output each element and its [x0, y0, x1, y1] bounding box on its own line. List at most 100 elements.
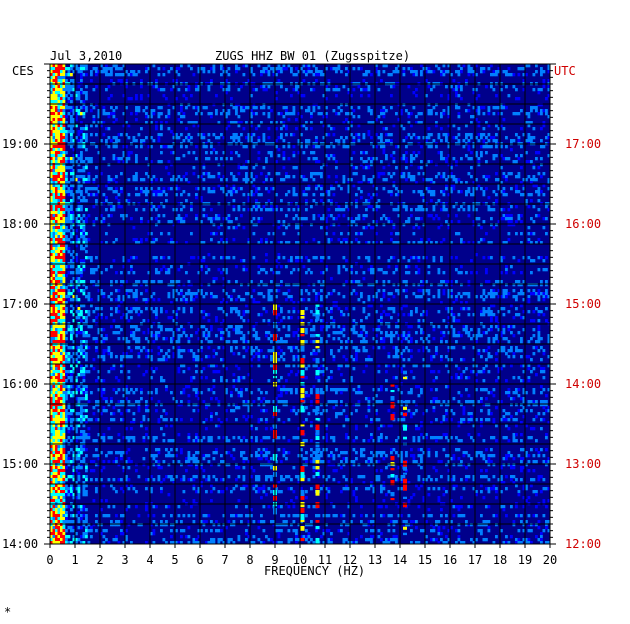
spectrogram-cell [385, 133, 388, 137]
spectrogram-cell [155, 190, 158, 194]
spectrogram-cell [307, 109, 311, 113]
spectrogram-cell [130, 355, 133, 359]
spectrogram-cell [542, 298, 546, 302]
spectrogram-cell [145, 115, 148, 119]
spectrogram-cell [172, 352, 176, 356]
spectrogram-cell [280, 340, 283, 344]
spectrogram-cell [450, 292, 453, 296]
spectrogram-cell [397, 241, 401, 245]
spectrogram-cell [507, 172, 511, 176]
spectrogram-cell [237, 121, 241, 125]
spectrogram-cell [292, 88, 296, 92]
spectrogram-cell [487, 133, 491, 137]
spectrogram-cell [290, 112, 293, 116]
spectrogram-cell [80, 121, 83, 125]
spectrogram-cell [435, 112, 438, 116]
spectrogram-cell [232, 226, 236, 230]
spectrogram-cell [57, 337, 61, 341]
spectrogram-cell [477, 352, 481, 356]
spectrogram-cell [352, 67, 356, 71]
spectrogram-cell [415, 307, 418, 311]
spectrogram-cell [540, 358, 543, 362]
spectrogram-cell [362, 310, 366, 314]
spectrogram-cell [115, 157, 118, 161]
spectrogram-cell [435, 121, 438, 125]
spectrogram-cell [97, 298, 101, 302]
spectrogram-cell [540, 241, 543, 245]
spectrogram-cell [82, 181, 86, 185]
spectrogram-cell [77, 175, 81, 179]
spectrogram-cell [215, 316, 218, 320]
spectrogram-cell [327, 124, 331, 128]
spectrogram-cell [467, 208, 471, 212]
spectrogram-cell [422, 67, 426, 71]
spectrogram-cell [427, 190, 431, 194]
spectrogram-cell [167, 115, 171, 119]
spectrogram-cell [315, 292, 318, 296]
spectrogram-cell [150, 115, 153, 119]
spectrogram-cell [57, 106, 61, 110]
spectrogram-cell [367, 94, 371, 98]
spectrogram-cell [355, 352, 358, 356]
spectrogram-cell [485, 136, 488, 140]
spectrogram-cell [255, 223, 258, 227]
spectrogram-cell [82, 160, 86, 164]
spectrogram-cell [217, 136, 221, 140]
spectrogram-cell [432, 139, 436, 143]
spectrogram-cell [195, 88, 198, 92]
spectrogram-cell [535, 64, 538, 68]
spectrogram-cell [112, 154, 116, 158]
spectrogram-cell [140, 94, 143, 98]
spectrogram-cell [60, 157, 63, 161]
spectrogram-cell [372, 295, 376, 299]
spectrogram-cell [277, 253, 281, 257]
spectrogram-cell [510, 148, 513, 152]
spectrogram-cell [532, 178, 536, 182]
spectrogram-cell [407, 349, 411, 353]
spectrogram-cell [430, 241, 433, 245]
spectrogram-cell [505, 106, 508, 110]
spectrogram-cell [122, 259, 126, 263]
spectrogram-cell [147, 163, 151, 167]
spectrogram-cell [467, 157, 471, 161]
spectrogram-cell [95, 124, 98, 128]
spectrogram-cell [457, 178, 461, 182]
spectrogram-cell [237, 325, 241, 329]
spectrogram-cell [185, 214, 188, 218]
spectrogram-cell [500, 154, 503, 158]
spectrogram-cell [292, 154, 296, 158]
spectrogram-cell [172, 310, 176, 314]
date-label: Jul 3,2010 [50, 49, 122, 63]
spectrogram-cell [492, 136, 496, 140]
spectrogram-cell [310, 121, 313, 125]
spectrogram-cell [527, 193, 531, 197]
spectrogram-cell [432, 190, 436, 194]
spectrogram-cell [460, 181, 463, 185]
spectrogram-cell [202, 67, 206, 71]
spectrogram-cell [527, 64, 531, 68]
spectrogram-cell [277, 136, 281, 140]
spectrogram-cell [492, 73, 496, 77]
spectrogram-cell [55, 256, 58, 260]
spectrogram-cell [202, 331, 206, 335]
spectrogram-cell [162, 73, 166, 77]
spectrogram-cell [232, 238, 236, 242]
spectrogram-cell [505, 175, 508, 179]
spectrogram-cell [87, 310, 91, 314]
spectrogram-cell [160, 178, 163, 182]
spectrogram-cell [260, 313, 263, 317]
spectrogram-cell [80, 232, 83, 236]
spectrogram-cell [537, 298, 541, 302]
spectrogram-cell [55, 337, 58, 341]
spectrogram-cell [177, 328, 181, 332]
spectrogram-cell [72, 193, 76, 197]
spectrogram-cell [190, 310, 193, 314]
spectrogram-cell [310, 88, 313, 92]
spectrogram-cell [115, 331, 118, 335]
spectrogram-cell [135, 280, 138, 284]
spectrogram-cell [372, 208, 376, 212]
spectrogram-cell [352, 307, 356, 311]
spectrogram-cell [335, 85, 338, 89]
spectrogram-cell [295, 241, 298, 245]
spectrogram-cell [52, 307, 56, 311]
